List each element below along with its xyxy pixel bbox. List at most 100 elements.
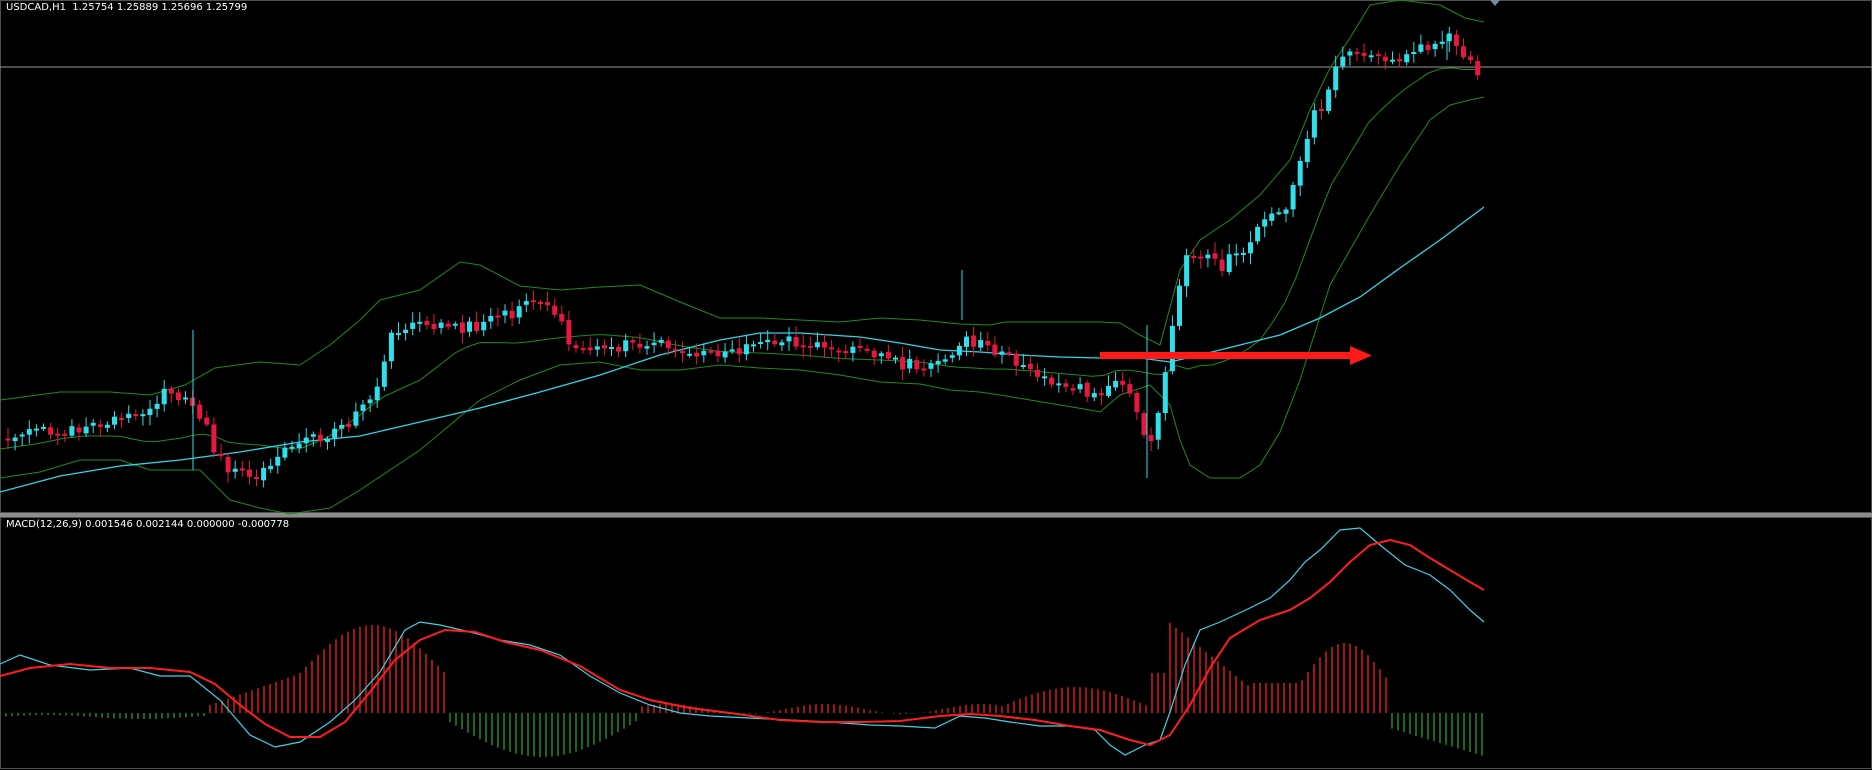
candle-bear xyxy=(772,340,778,345)
candle-bear xyxy=(254,477,259,479)
candle-bull xyxy=(1326,89,1332,111)
candle-bear xyxy=(1134,393,1140,412)
candle-bear xyxy=(1425,44,1431,51)
candle-bull xyxy=(814,342,820,348)
candle-bull xyxy=(999,351,1005,355)
candle-bull xyxy=(502,310,508,316)
candle-bull xyxy=(41,426,46,429)
candle-bear xyxy=(1006,352,1012,355)
candle-bear xyxy=(573,345,579,349)
candle-bear xyxy=(218,453,224,457)
candle-bull xyxy=(1276,212,1282,215)
candle-bear xyxy=(630,340,636,343)
candle-bull xyxy=(353,411,359,426)
candle-bull xyxy=(1240,252,1246,255)
candle-bear xyxy=(871,350,877,358)
candle-bear xyxy=(530,300,536,303)
candle-bull xyxy=(438,322,444,328)
candle-bull xyxy=(743,344,749,355)
moving-average-line xyxy=(0,206,1485,493)
candle-bull xyxy=(523,301,529,305)
candle-bear xyxy=(538,302,543,304)
candle-bear xyxy=(552,305,558,315)
candle-bull xyxy=(126,413,132,419)
candle-bull xyxy=(1255,226,1261,242)
candle-bear xyxy=(1013,353,1019,366)
candle-bear xyxy=(1141,413,1147,435)
candle-bull xyxy=(1432,43,1438,50)
candle-bear xyxy=(708,350,714,353)
candle-bull xyxy=(1020,365,1026,367)
candle-bull xyxy=(1077,384,1083,390)
candle-bull xyxy=(452,323,458,326)
candle-bull xyxy=(275,456,281,466)
candle-bear xyxy=(843,351,849,354)
candle-bull xyxy=(786,336,792,342)
candle-bear xyxy=(914,360,920,370)
candle-bear xyxy=(1212,253,1218,259)
candle-bull xyxy=(367,399,373,404)
candle-bear xyxy=(119,418,125,420)
candle-bear xyxy=(807,345,813,348)
candle-bear xyxy=(62,433,68,436)
candle-bear xyxy=(317,434,323,441)
price-panel-frame xyxy=(0,0,1872,513)
candle-bear xyxy=(225,456,231,473)
candle-bear xyxy=(474,321,480,331)
candle-bull xyxy=(878,353,884,357)
candle-bull xyxy=(1155,413,1161,440)
candle-bull xyxy=(104,424,110,428)
candle-bear xyxy=(829,347,835,350)
candle-bear xyxy=(1453,34,1459,46)
candle-bear xyxy=(1084,382,1090,397)
candle-bull xyxy=(658,339,664,343)
candle-bull xyxy=(1169,326,1175,372)
candle-bull xyxy=(956,345,962,356)
candle-bull xyxy=(183,397,188,400)
annotation-arrow-head xyxy=(1350,346,1372,365)
macd-indicator-header: MACD(12,26,9) 0.001546 0.002144 0.000000… xyxy=(6,519,290,530)
candle-bull xyxy=(467,321,472,332)
candle-bull xyxy=(261,467,267,481)
candle-bull xyxy=(1162,372,1168,413)
candle-bear xyxy=(857,346,863,348)
candle-bull xyxy=(296,443,302,448)
candle-bear xyxy=(822,342,827,348)
candle-bull xyxy=(942,359,948,362)
candle-bull xyxy=(1297,161,1303,186)
price-chart-header: USDCAD,H1 1.25754 1.25889 1.25696 1.2579… xyxy=(6,2,248,13)
candle-bear xyxy=(1127,384,1133,394)
candle-bull xyxy=(381,361,387,387)
candle-bear xyxy=(900,357,906,370)
candle-bull xyxy=(1113,380,1119,388)
candle-bull xyxy=(1091,393,1097,398)
candle-bear xyxy=(1397,59,1403,62)
candle-bull xyxy=(360,404,366,411)
bollinger-middle-band xyxy=(0,67,1477,450)
candle-bear xyxy=(1049,377,1055,385)
candle-bear xyxy=(800,345,806,348)
candle-bear xyxy=(76,427,82,433)
candle-bull xyxy=(779,342,785,346)
candle-bear xyxy=(1148,435,1154,441)
candle-bull xyxy=(33,428,39,431)
candle-bull xyxy=(1418,44,1424,52)
candle-bear xyxy=(559,313,565,322)
candle-bull xyxy=(147,408,153,415)
candle-bull xyxy=(949,355,955,358)
candle-bull xyxy=(935,360,941,365)
candle-bear xyxy=(864,348,870,351)
candle-bull xyxy=(765,339,771,343)
candle-bear xyxy=(211,424,217,453)
candle-bear xyxy=(1354,51,1360,54)
candle-bear xyxy=(48,427,54,435)
candle-bull xyxy=(488,316,494,322)
candle-bull xyxy=(19,434,25,437)
candle-bull xyxy=(978,340,984,348)
candle-bull xyxy=(751,344,756,347)
candle-bull xyxy=(1177,285,1182,326)
candle-bull xyxy=(140,414,146,417)
candle-bull xyxy=(374,386,380,401)
